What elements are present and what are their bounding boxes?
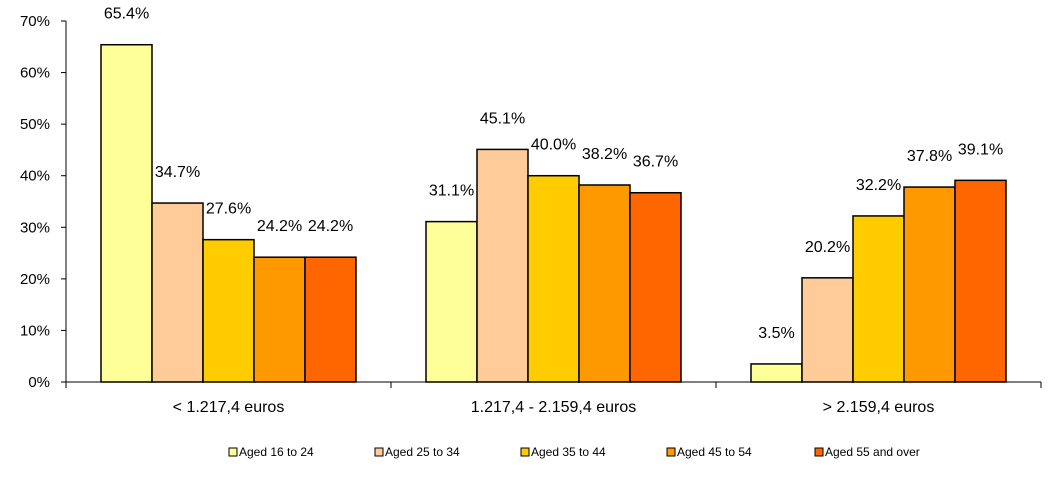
legend-swatch (228, 447, 238, 457)
data-label: 36.7% (633, 154, 678, 171)
bar-aged-35-to-44-2 (852, 215, 905, 383)
bar-aged-55-and-over-0 (304, 256, 357, 383)
bar-aged-55-and-over-1 (629, 191, 682, 383)
data-label: 32.2% (856, 177, 901, 194)
data-label: 27.6% (206, 201, 251, 218)
legend-swatch (666, 447, 676, 457)
bar-aged-16-to-24-0 (100, 43, 153, 383)
x-category-label: < 1.217,4 euros (173, 399, 285, 416)
legend-label: Aged 16 to 24 (239, 445, 314, 459)
y-tick-label: 50% (20, 116, 50, 133)
data-label: 3.5% (758, 325, 794, 342)
data-label: 20.2% (805, 239, 850, 256)
legend-label: Aged 35 to 44 (531, 445, 606, 459)
x-category-label: > 2.159,4 euros (823, 399, 935, 416)
legend-swatch (814, 447, 824, 457)
legend-label: Aged 55 and over (825, 445, 920, 459)
y-tick-label: 20% (20, 271, 50, 288)
data-label: 39.1% (958, 141, 1003, 158)
legend-label: Aged 25 to 34 (385, 445, 460, 459)
data-label: 24.2% (308, 218, 353, 235)
bar-aged-45-to-54-2 (903, 186, 956, 383)
bar-aged-25-to-34-2 (801, 277, 854, 383)
y-tick-label: 10% (20, 322, 50, 339)
data-label: 31.1% (429, 183, 474, 200)
data-label: 38.2% (582, 146, 627, 163)
y-tick-label: 0% (28, 374, 50, 391)
data-label: 45.1% (480, 110, 525, 127)
y-tick-label: 60% (20, 65, 50, 82)
bar-aged-16-to-24-2 (750, 363, 803, 383)
bar-aged-35-to-44-1 (527, 174, 580, 383)
y-tick-label: 70% (20, 13, 50, 30)
data-label: 40.0% (531, 137, 576, 154)
data-label: 24.2% (257, 218, 302, 235)
bar-aged-35-to-44-0 (202, 238, 255, 383)
bar-aged-16-to-24-1 (425, 220, 478, 383)
data-label: 34.7% (155, 164, 200, 181)
bar-aged-25-to-34-0 (151, 202, 204, 383)
y-tick-label: 30% (20, 219, 50, 236)
bar-aged-45-to-54-0 (253, 256, 306, 383)
x-category-label: 1.217,4 - 2.159,4 euros (471, 399, 636, 416)
legend-swatch (374, 447, 384, 457)
data-label: 37.8% (907, 148, 952, 165)
bar-aged-25-to-34-1 (476, 148, 529, 383)
bar-aged-45-to-54-1 (578, 184, 631, 383)
bar-aged-55-and-over-2 (954, 179, 1007, 383)
legend-label: Aged 45 to 54 (677, 445, 752, 459)
legend-swatch (520, 447, 530, 457)
plot-area: 0% 10% 20% 30% 40% 50% 60% 70% < 1.217,4 euros 1.… (20, 6, 1042, 416)
y-tick-label: 40% (20, 168, 50, 185)
legend: Aged 16 to 24 Aged 25 to 34 Aged 35 to 44 A… (228, 445, 920, 459)
data-label: 65.4% (104, 6, 149, 23)
